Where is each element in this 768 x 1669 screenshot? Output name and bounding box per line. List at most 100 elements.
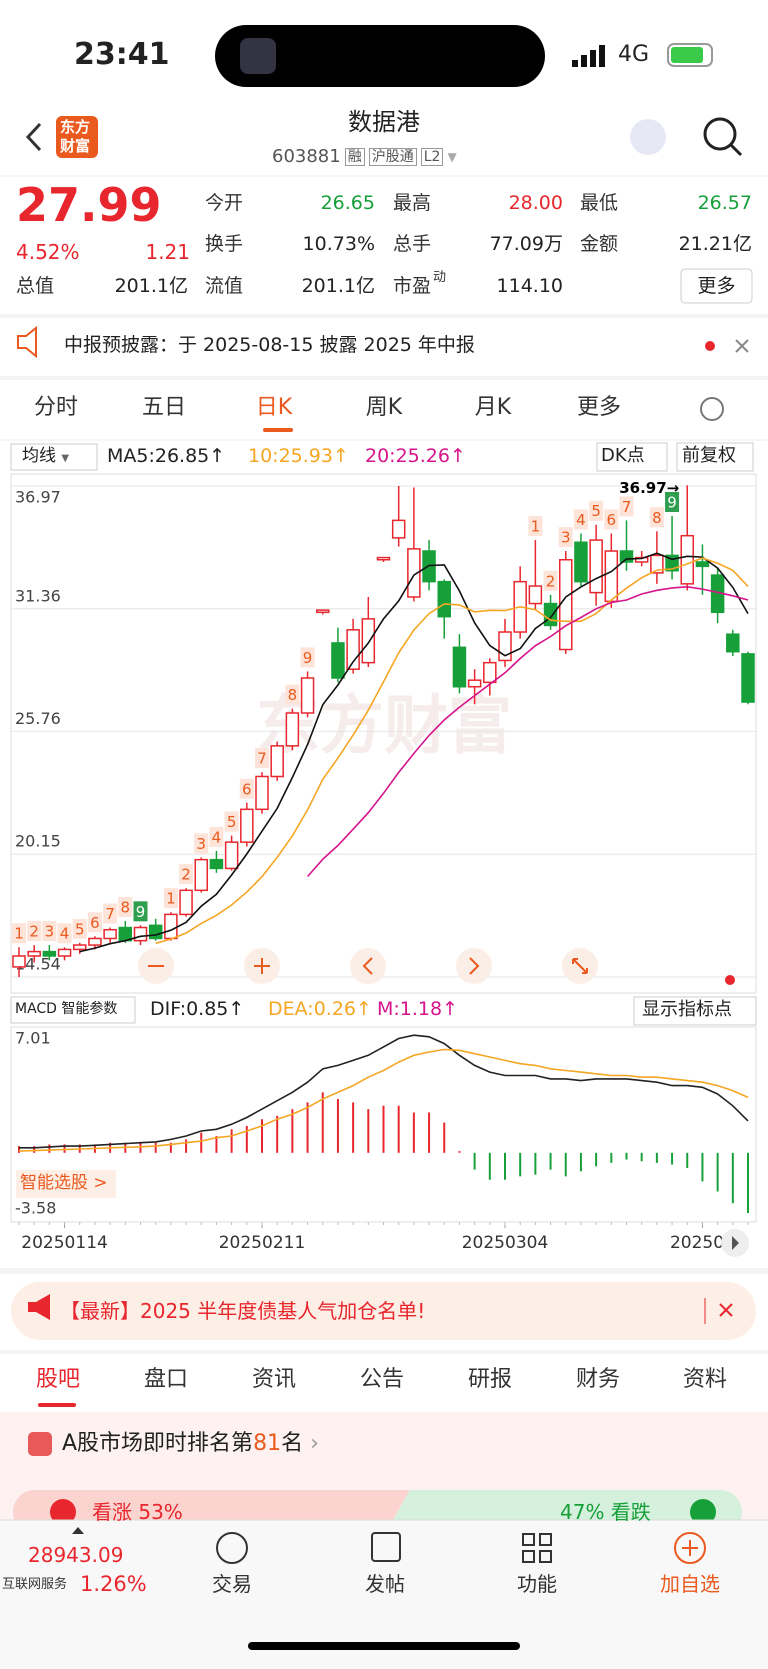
stock-name: 数据港: [348, 108, 420, 136]
tab[interactable]: 五日: [141, 395, 186, 420]
sub-tab[interactable]: 盘口: [143, 1367, 188, 1392]
nav-item[interactable]: 功能: [517, 1572, 557, 1596]
notice[interactable]: 中报预披露：于 2025-08-15 披露 2025 年中报: [64, 334, 475, 356]
field-label: 最高: [393, 192, 432, 214]
smart-pick[interactable]: 智能选股 >: [20, 1173, 108, 1193]
divider: [0, 314, 768, 318]
macd-title[interactable]: MACD 智能参数: [15, 1001, 118, 1017]
td-label: 6: [607, 511, 617, 529]
y-tick-label: 20.15: [15, 832, 61, 851]
vote-down-label[interactable]: 47% 看跌: [560, 1500, 651, 1524]
candle-body: [209, 858, 224, 870]
nav-item[interactable]: 加自选: [660, 1572, 720, 1596]
expand-index[interactable]: [72, 1527, 84, 1534]
add-icon[interactable]: [674, 1532, 706, 1564]
sub-tab[interactable]: 公告: [359, 1367, 404, 1392]
m-label: M:1.18↑: [377, 998, 459, 1020]
candle-body: [680, 534, 694, 585]
y-tick-label: 25.76: [15, 709, 61, 728]
index-pct[interactable]: 1.26%: [80, 1572, 147, 1596]
td-badge: [300, 647, 315, 668]
tab[interactable]: 更多: [576, 395, 621, 420]
td-label: 2: [546, 572, 556, 590]
more-label[interactable]: 更多: [697, 275, 736, 297]
sub-tab[interactable]: 资讯: [251, 1367, 296, 1392]
clock: 23:41: [74, 37, 170, 72]
td-badge: [224, 811, 239, 832]
dynamic-island: [215, 25, 545, 87]
td-badge: [285, 684, 300, 705]
show-points-label[interactable]: 显示指标点: [642, 999, 732, 1020]
trade-icon[interactable]: [216, 1532, 248, 1564]
tab[interactable]: 月K: [474, 395, 512, 420]
ma-selector-label[interactable]: 均线 ▼: [22, 446, 70, 466]
macd-selector[interactable]: [10, 996, 136, 1024]
smart-pick-bg[interactable]: [16, 1170, 116, 1198]
candle-body: [559, 559, 573, 651]
robot-icon[interactable]: [630, 119, 666, 155]
prev[interactable]: [350, 948, 386, 984]
back-icon[interactable]: [25, 122, 42, 152]
tab[interactable]: 分时: [33, 395, 78, 420]
td-label: 7: [257, 750, 267, 768]
divider: [0, 1268, 768, 1274]
banner[interactable]: [11, 1282, 756, 1340]
candle-body: [12, 955, 26, 968]
field-value: 77.09万: [489, 233, 563, 255]
tab[interactable]: 日K: [255, 395, 293, 420]
field-value: 201.1亿: [114, 275, 188, 297]
rank[interactable]: A股市场即时排名第81名 ›: [62, 1431, 319, 1456]
vote-up-label[interactable]: 看涨 53%: [92, 1500, 183, 1524]
field-label: 金额: [580, 233, 619, 255]
td-label: 1: [14, 925, 24, 943]
button-icons: [148, 957, 588, 975]
sub-tab[interactable]: 股吧: [35, 1367, 80, 1392]
dk-label[interactable]: DK点: [601, 445, 645, 466]
show-points-button[interactable]: [633, 996, 757, 1026]
candle-body: [42, 950, 57, 957]
td-label: 2: [29, 923, 39, 941]
stock-code-row: 603881 融 沪股通 L2 ▼: [272, 148, 457, 166]
next[interactable]: [456, 948, 492, 984]
sub-tab[interactable]: 财务: [575, 1367, 620, 1392]
close-icon[interactable]: [735, 339, 749, 353]
td-label: 5: [75, 920, 85, 938]
nav-item[interactable]: 发帖: [365, 1572, 405, 1596]
field-value: 21.21亿: [678, 233, 752, 255]
banner-text[interactable]: 【最新】2025 半年度债基人气加仓名单!: [60, 1299, 426, 1323]
sub-tab[interactable]: 资料: [682, 1367, 727, 1392]
logo: [56, 116, 98, 158]
candle-body: [650, 554, 664, 574]
search-icon[interactable]: [703, 117, 737, 151]
function-icon[interactable]: [522, 1533, 552, 1563]
tab[interactable]: 周K: [365, 395, 403, 420]
field-value: 26.57: [697, 192, 752, 214]
adjust-label[interactable]: 前复权: [682, 445, 736, 466]
candle-body: [543, 602, 558, 627]
dk-button[interactable]: [596, 442, 668, 472]
td-badge: [619, 496, 634, 517]
banner-close[interactable]: [719, 1303, 733, 1317]
adjust-button[interactable]: [676, 442, 754, 472]
ma-selector[interactable]: [10, 443, 98, 471]
index-name[interactable]: 互联网服务: [2, 1577, 68, 1592]
candle-body: [361, 618, 376, 664]
td-label: 9: [136, 903, 146, 921]
date-label: 20250304: [462, 1233, 549, 1253]
candle-body: [331, 642, 345, 679]
td-label: 7: [105, 905, 115, 923]
candle-body: [316, 609, 330, 614]
candle-body: [528, 585, 543, 605]
nav-item[interactable]: 交易: [212, 1572, 252, 1596]
field-value: 114.10: [496, 275, 563, 297]
ma20-label: 20:25.26↑: [365, 445, 466, 467]
post-icon[interactable]: [371, 1532, 401, 1562]
candle-body: [255, 775, 269, 811]
settings-icon[interactable]: [700, 397, 724, 421]
index-value[interactable]: 28943.09: [28, 1543, 124, 1567]
td-badge: [558, 527, 573, 548]
add-plus: [682, 1540, 698, 1556]
td-label: 8: [288, 686, 298, 704]
sub-tab[interactable]: 研报: [467, 1367, 512, 1392]
more-button[interactable]: [680, 268, 753, 304]
